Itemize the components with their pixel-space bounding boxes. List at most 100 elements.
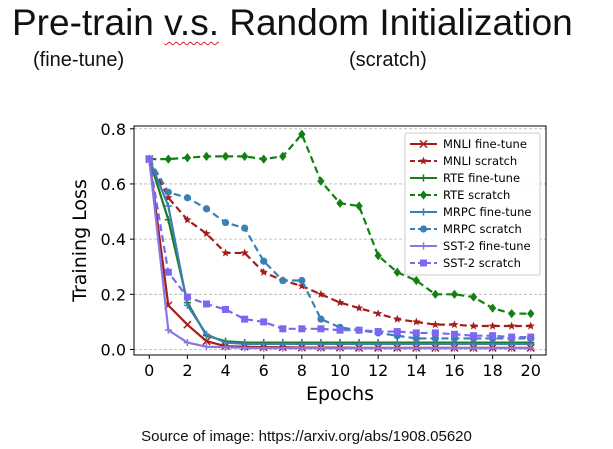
series-line-mrpc-scratch (148, 158, 531, 340)
data-point (450, 320, 459, 329)
data-point (240, 248, 249, 257)
legend-label: MRPC fine-tune (443, 205, 531, 219)
data-point (202, 337, 211, 346)
data-point (164, 154, 173, 164)
data-point (489, 332, 497, 340)
data-point (260, 154, 268, 164)
data-point (241, 344, 249, 352)
data-point (202, 151, 211, 161)
data-point (298, 344, 306, 352)
legend-label: MNLI fine-tune (443, 137, 527, 151)
data-point (221, 151, 230, 161)
legend-marker (419, 174, 428, 182)
legend-marker (419, 190, 428, 200)
legend-entry-rte-scratch: RTE scratch (410, 188, 510, 202)
legend-label: RTE scratch (443, 188, 510, 202)
data-point (317, 325, 325, 333)
data-point (393, 344, 401, 352)
data-point (527, 344, 535, 352)
y-tick-label: 0.0 (101, 340, 126, 359)
data-point (202, 205, 211, 213)
legend-entry-mnli-scratch: MNLI scratch (410, 154, 517, 168)
y-tick-label: 0.4 (101, 230, 126, 249)
legend: MNLI fine-tune MNLI scratch RTE fine-tune R… (404, 132, 541, 276)
data-point (431, 320, 440, 329)
data-point (507, 309, 516, 319)
series-line-mnli-scratch (148, 158, 531, 328)
data-point (336, 344, 344, 352)
data-point (183, 338, 192, 347)
data-point (488, 344, 497, 352)
x-tick-label: 18 (482, 361, 502, 380)
slide-title-part3: Random Initialization (218, 2, 573, 43)
legend-entry-mrpc-scratch: MRPC scratch (410, 222, 522, 236)
data-point (336, 326, 344, 334)
data-point (202, 343, 211, 351)
x-axis-label: Epochs (306, 383, 374, 405)
data-point (488, 321, 497, 330)
data-point (431, 344, 439, 352)
data-point (450, 344, 459, 352)
data-point (279, 151, 287, 161)
data-point (470, 332, 478, 340)
data-point (355, 326, 363, 334)
data-point (450, 330, 458, 338)
data-point (469, 292, 478, 302)
data-point (183, 153, 192, 163)
legend-marker (419, 208, 428, 216)
x-tick-label: 4 (220, 361, 230, 380)
data-point (373, 309, 383, 318)
data-point (298, 325, 306, 333)
image-source-caption: Source of image: https://arxiv.org/abs/1… (141, 428, 472, 445)
data-point (507, 321, 516, 330)
legend-entry-mnli-fine-tune: MNLI fine-tune (410, 137, 527, 151)
data-point (202, 229, 211, 238)
ticks-layer: 0.0 0.2 0.4 0.6 0.8 0 2 4 6 8 10 12 14 16 18 20 (101, 120, 541, 380)
data-point (393, 314, 402, 323)
data-point (355, 344, 363, 352)
data-point (335, 298, 345, 307)
data-point (355, 201, 363, 211)
data-point (298, 276, 306, 285)
legend-label: MRPC scratch (443, 222, 522, 236)
data-point (221, 343, 230, 351)
data-point (469, 321, 478, 330)
data-point (336, 198, 344, 208)
y-tick-label: 0.2 (101, 285, 126, 304)
x-tick-label: 0 (144, 361, 154, 380)
x-tick-label: 12 (368, 361, 388, 380)
data-point (279, 276, 287, 285)
x-tick-label: 20 (521, 361, 541, 380)
data-point (526, 321, 535, 330)
data-point (412, 344, 420, 352)
data-point (374, 344, 382, 352)
data-point (145, 155, 153, 163)
legend-label: SST-2 fine-tune (443, 239, 531, 253)
data-point (164, 268, 172, 276)
data-point (469, 344, 478, 352)
y-tick-label: 0.6 (101, 175, 126, 194)
data-point (279, 344, 287, 352)
data-point (431, 329, 439, 337)
data-point (221, 248, 230, 257)
data-point (240, 151, 249, 161)
data-point (393, 328, 401, 336)
series-rte-scratch (145, 129, 535, 319)
legend-marker (420, 259, 427, 267)
data-point (412, 329, 420, 337)
series-line-sst-2-scratch (148, 158, 531, 339)
data-point (164, 326, 172, 334)
data-point (488, 303, 497, 313)
data-point (450, 289, 459, 299)
data-point (202, 300, 210, 308)
slide-title-part2: v.s. (164, 2, 219, 43)
y-axis-label: Training Loss (69, 179, 91, 303)
data-point (316, 289, 326, 298)
data-point (241, 315, 249, 323)
data-point (431, 289, 440, 299)
series-sst-2-scratch (145, 155, 535, 341)
x-tick-label: 16 (444, 361, 464, 380)
data-point (260, 344, 268, 352)
data-point (412, 334, 420, 343)
legend-entry-mrpc-fine-tune: MRPC fine-tune (410, 205, 531, 219)
